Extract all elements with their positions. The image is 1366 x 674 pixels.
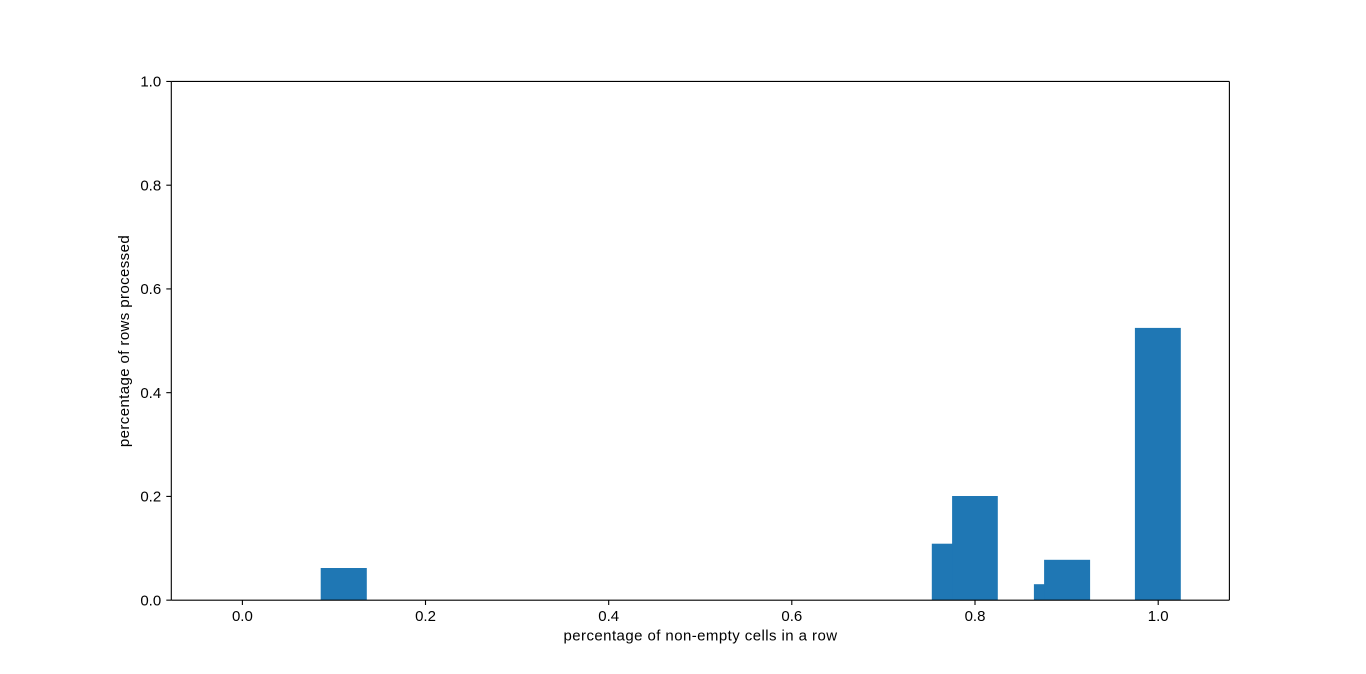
svg-text:1.0: 1.0 [140,74,161,91]
svg-text:0.4: 0.4 [140,385,161,402]
svg-text:0.2: 0.2 [415,608,436,625]
svg-text:0.0: 0.0 [140,592,161,609]
svg-text:0.8: 0.8 [140,177,161,194]
svg-text:percentage of non-empty cells: percentage of non-empty cells in a row [564,627,838,644]
svg-text:0.0: 0.0 [232,608,253,625]
svg-text:0.6: 0.6 [781,608,802,625]
svg-text:0.2: 0.2 [140,489,161,506]
svg-text:0.4: 0.4 [598,608,619,625]
svg-text:1.0: 1.0 [1148,608,1169,625]
svg-text:0.8: 0.8 [965,608,986,625]
svg-text:percentage of rows processed: percentage of rows processed [116,235,133,447]
svg-text:0.6: 0.6 [140,281,161,298]
